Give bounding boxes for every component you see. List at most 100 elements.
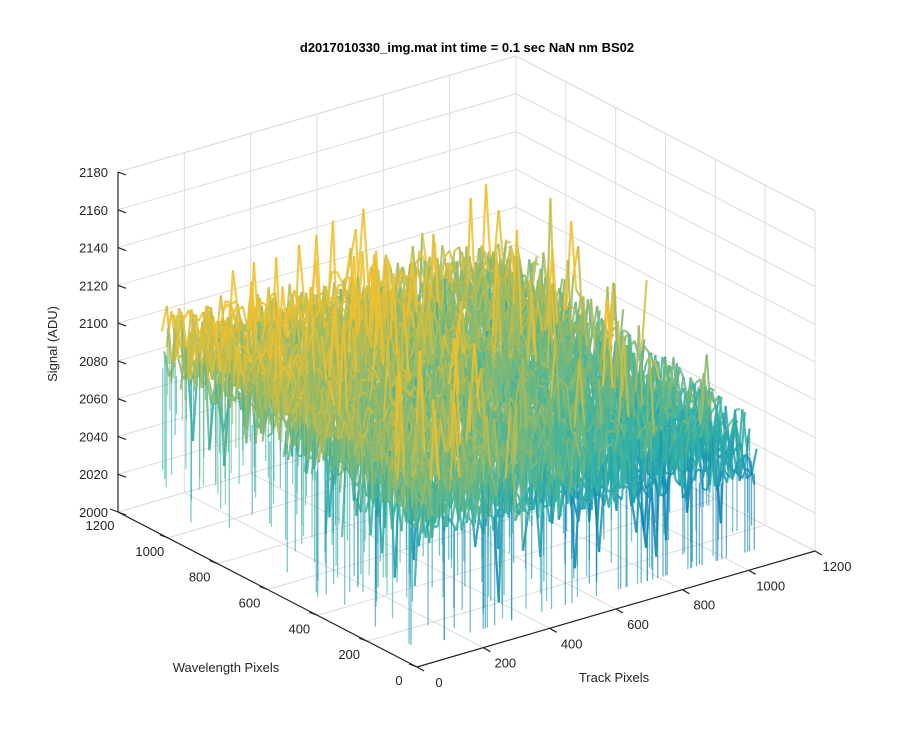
surface-segment — [245, 381, 253, 444]
surface-segment — [505, 240, 512, 245]
surface-segment — [335, 270, 343, 282]
surface-segment — [561, 260, 569, 322]
surface-segment — [362, 208, 370, 282]
surface-segment — [432, 323, 440, 360]
surface-segment — [261, 306, 269, 340]
surface-segment — [326, 220, 334, 308]
surface-segment — [331, 410, 337, 414]
surface-segment — [515, 229, 523, 337]
surface-segment — [260, 347, 268, 359]
grid-line — [515, 93, 816, 250]
surface-segment — [427, 304, 435, 360]
surface-segment — [350, 374, 356, 378]
surface-segment — [259, 300, 266, 306]
surface-segment — [242, 361, 250, 413]
surface-segment — [375, 293, 383, 347]
surface-segment — [344, 248, 352, 285]
surface-segment — [485, 347, 491, 351]
surface-segment — [269, 380, 277, 402]
surface-segment — [372, 283, 380, 373]
surface-segment — [507, 294, 514, 302]
surface-segment — [363, 341, 371, 370]
surface-segment — [357, 208, 365, 275]
surface-segment — [245, 281, 253, 357]
surface-segment — [574, 309, 582, 317]
surface-segment — [361, 251, 369, 337]
surface-segment — [259, 408, 267, 431]
surface-segment — [286, 368, 294, 390]
surface-segment — [250, 281, 258, 353]
grid-line — [117, 168, 517, 286]
surface-segment — [235, 327, 242, 332]
surface-segment — [334, 302, 342, 375]
surface-segment — [487, 299, 495, 309]
surface-segment — [329, 296, 336, 301]
surface-segment — [182, 309, 190, 320]
surface-segment — [347, 277, 355, 359]
surface-segment — [255, 341, 263, 380]
surface-segment — [338, 300, 346, 310]
grid-line — [117, 93, 517, 211]
surface-segment — [400, 276, 408, 297]
surface-segment — [207, 380, 215, 404]
surface-segment — [406, 262, 414, 317]
surface-segment — [428, 242, 436, 301]
surface-segment — [231, 270, 239, 311]
surface-segment — [476, 269, 484, 291]
surface-segment — [225, 320, 233, 355]
surface-segment — [334, 298, 341, 302]
surface-segment — [538, 276, 546, 325]
box-edge — [117, 55, 517, 173]
surface-segment — [484, 183, 492, 272]
surface-segment — [320, 335, 328, 386]
surface-segment — [497, 210, 505, 268]
surface-segment — [174, 319, 182, 357]
surface-segment — [192, 313, 200, 322]
surface-segment — [436, 394, 442, 398]
surface-segment — [389, 338, 397, 358]
surface-segment — [191, 343, 199, 358]
grid-line — [515, 131, 816, 287]
surface-segment — [622, 329, 628, 333]
surface-segment — [257, 353, 266, 371]
surface-segment — [209, 353, 217, 374]
surface-segment — [566, 314, 574, 329]
grid-line — [515, 244, 816, 401]
surface-segment — [222, 329, 230, 338]
surface-segment — [411, 262, 419, 313]
grid-line — [117, 131, 517, 249]
surface-segment — [203, 327, 211, 341]
surface-segment — [332, 307, 340, 375]
surface-segment — [443, 249, 451, 259]
surface-segment — [260, 392, 266, 395]
grid-line — [515, 206, 816, 363]
surface-segment — [193, 352, 201, 392]
surface-segment — [510, 276, 518, 377]
surface-segment — [483, 276, 491, 290]
surface-segment — [481, 335, 488, 340]
surface-segment — [343, 299, 351, 308]
surface-segment — [320, 299, 328, 350]
surface-segment — [225, 300, 231, 304]
surface-segment — [490, 251, 498, 370]
surface-segment — [299, 316, 307, 341]
surface-segment — [281, 286, 289, 339]
surface-segment — [463, 333, 470, 339]
surface-segment — [469, 198, 477, 307]
surface-segment — [279, 365, 286, 374]
surface-segment — [462, 297, 470, 317]
surface-segment — [315, 366, 323, 376]
surface-segment — [396, 271, 404, 288]
surface-segment — [214, 326, 222, 373]
grid-line — [515, 168, 816, 325]
surface-segment — [297, 294, 305, 304]
surface-segment — [341, 292, 349, 301]
surface-segment — [395, 297, 402, 305]
surface-segment — [481, 269, 489, 300]
surface-segment — [299, 316, 306, 322]
surface-segment — [484, 260, 492, 273]
box-edge — [515, 55, 816, 212]
surface-segment — [186, 325, 194, 380]
surface-segment — [287, 347, 295, 368]
